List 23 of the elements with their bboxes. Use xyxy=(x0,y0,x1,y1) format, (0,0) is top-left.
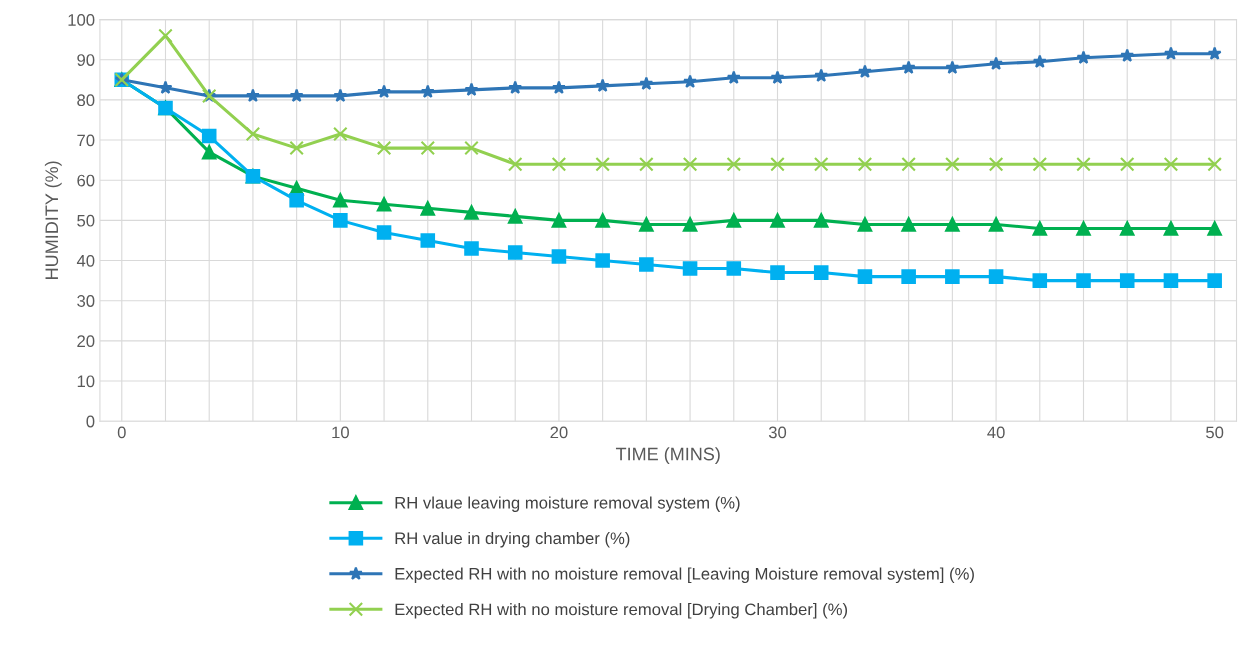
y-tick-label: 50 xyxy=(77,214,95,227)
legend-label: Expected RH with no moisture removal [Leaving Moisture removal system] (%) xyxy=(395,567,974,584)
y-axis-title: HUMIDITY (%) xyxy=(44,161,62,279)
y-tick-label: 10 xyxy=(77,375,95,388)
y-tick-label: 60 xyxy=(77,174,95,187)
y-tick-label: 0 xyxy=(86,415,95,428)
x-tick-label: 50 xyxy=(1206,426,1224,439)
y-tick-label: 30 xyxy=(77,295,95,307)
x-tick-label: 20 xyxy=(550,426,568,439)
y-tick-label: 70 xyxy=(77,134,95,147)
x-tick-label: 40 xyxy=(987,426,1005,439)
x-tick-label: 10 xyxy=(332,426,349,439)
y-tick-label: 100 xyxy=(68,13,95,26)
y-tick-label: 90 xyxy=(77,54,95,66)
x-tick-label: 0 xyxy=(117,426,126,439)
y-tick-label: 20 xyxy=(77,335,95,348)
legend-label: RH vlaue leaving moisture removal system (%) xyxy=(395,496,740,512)
y-tick-label: 80 xyxy=(77,94,95,107)
legend-label: RH value in drying chamber (%) xyxy=(395,531,630,548)
x-tick-label: 30 xyxy=(768,426,787,439)
legend-label: Expected RH with no moisture removal [Drying Chamber] (%) xyxy=(395,603,848,619)
x-axis-title: TIME (MINS) xyxy=(615,447,720,464)
y-tick-label: 40 xyxy=(76,254,95,267)
